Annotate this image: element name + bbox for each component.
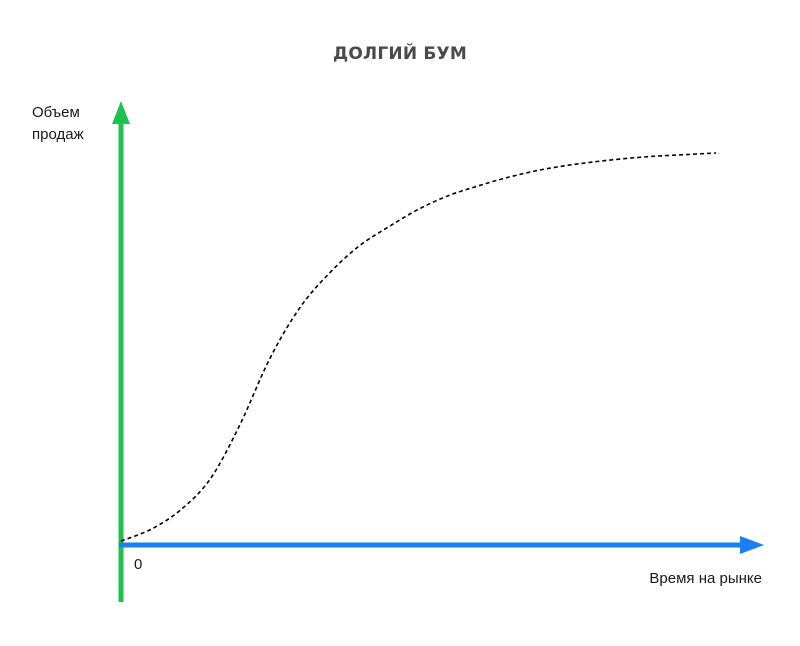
y-axis-arrowhead bbox=[112, 101, 130, 124]
chart-title: ДОЛГИЙ БУМ bbox=[333, 44, 467, 64]
y-axis-label: Объем продаж bbox=[32, 104, 84, 143]
x-axis-label: Время на рынке bbox=[649, 570, 762, 587]
sales-curve-line bbox=[120, 152, 717, 542]
x-axis-arrowhead bbox=[740, 536, 764, 554]
origin-label: 0 bbox=[134, 556, 143, 573]
